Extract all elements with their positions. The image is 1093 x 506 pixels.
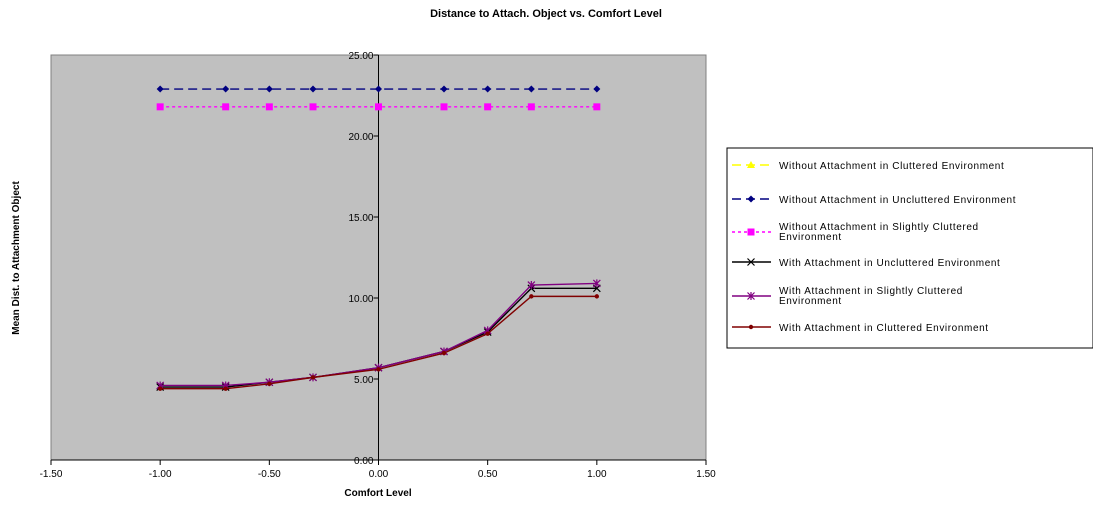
- data-point-square-marker: [527, 103, 535, 111]
- legend-diamond-marker: [747, 195, 755, 203]
- data-point-square-marker: [222, 103, 230, 111]
- x-tick-label: 0.50: [478, 469, 498, 480]
- data-point-square-marker: [309, 103, 317, 111]
- series-1: [156, 85, 601, 93]
- data-point-dot-marker: [157, 386, 163, 391]
- chart-title: Distance to Attach. Object vs. Comfort L…: [430, 8, 662, 20]
- legend-dot-marker: [748, 324, 754, 330]
- legend-entry-label: Without Attachment in Uncluttered Enviro…: [779, 195, 1016, 206]
- series-2: [156, 103, 601, 111]
- data-point-dot-marker: [267, 381, 272, 387]
- data-point-diamond-marker: [440, 85, 448, 93]
- data-point-square-marker: [440, 103, 448, 111]
- data-point-diamond-marker: [375, 85, 382, 93]
- data-point-square-marker: [593, 103, 601, 111]
- data-point-diamond-marker: [156, 85, 164, 93]
- data-point-diamond-marker: [309, 85, 317, 93]
- legend-entry-label: With Attachment in Slightly Cluttered: [779, 286, 963, 297]
- series-5: [157, 294, 600, 391]
- data-point-dot-marker: [594, 294, 600, 299]
- data-point-square-marker: [484, 103, 492, 111]
- legend-entry-label: Environment: [779, 232, 842, 243]
- x-tick-label: -1.00: [149, 469, 172, 480]
- data-point-square-marker: [265, 103, 273, 111]
- y-tick-label: 0.00: [354, 456, 374, 467]
- legend-box: [726, 147, 1093, 349]
- legend-square-marker: [747, 228, 755, 236]
- y-tick-label: 25.00: [348, 51, 373, 62]
- data-point-diamond-marker: [593, 85, 601, 93]
- x-tick-label: -1.50: [40, 469, 63, 480]
- y-tick-label: 10.00: [348, 294, 373, 305]
- y-tick-label: 20.00: [348, 132, 373, 143]
- data-point-square-marker: [375, 103, 382, 111]
- data-point-dot-marker: [529, 294, 534, 299]
- legend-entry-label: With Attachment in Cluttered Environment: [779, 323, 989, 334]
- legend-x-marker: [747, 258, 755, 266]
- legend-entry-label: Without Attachment in Cluttered Environm…: [779, 161, 1004, 172]
- data-point-diamond-marker: [222, 85, 230, 93]
- x-tick-label: 0.00: [369, 469, 389, 480]
- x-tick-label: -0.50: [258, 469, 281, 480]
- data-point-diamond-marker: [484, 85, 492, 93]
- x-tick-label: 1.50: [696, 469, 716, 480]
- data-point-dot-marker: [376, 367, 381, 372]
- x-tick-label: 1.00: [587, 469, 607, 480]
- data-point-dot-marker: [441, 350, 447, 356]
- legend-triangle-marker: [747, 161, 755, 168]
- data-point-star-marker: [527, 281, 536, 290]
- y-axis-title: Mean Dist. to Attachment Object: [11, 181, 22, 335]
- x-axis-title: Comfort Level: [344, 488, 411, 499]
- data-point-diamond-marker: [265, 85, 273, 93]
- legend-entry-label: Environment: [779, 296, 842, 307]
- y-tick-label: 15.00: [348, 213, 373, 224]
- y-tick-label: 5.00: [354, 375, 374, 386]
- data-point-diamond-marker: [527, 85, 535, 93]
- data-point-dot-marker: [223, 386, 228, 391]
- data-point-star-marker: [592, 279, 601, 288]
- data-point-square-marker: [156, 103, 164, 111]
- data-point-dot-marker: [485, 331, 490, 336]
- legend-entry-label: With Attachment in Uncluttered Environme…: [779, 258, 1000, 269]
- legend-star-marker: [747, 292, 755, 300]
- data-point-dot-marker: [310, 375, 316, 380]
- legend-entry-label: Without Attachment in Slightly Cluttered: [779, 222, 979, 233]
